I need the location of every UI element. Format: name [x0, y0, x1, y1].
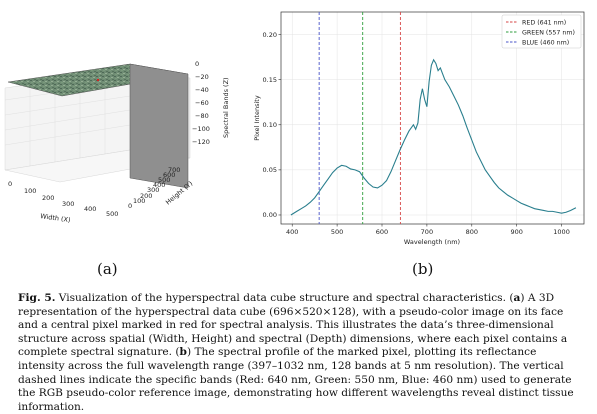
- y-tick-label: 0.20: [263, 31, 277, 39]
- caption-text: ) A 3D representation of the hyperspectr…: [18, 292, 568, 359]
- chart-ticks: 400 500 600 700 800 900 1000 0.00 0.05 0.10 0.15 0.…: [263, 31, 570, 236]
- x-axis-label: Wavelength (nm): [404, 238, 460, 246]
- legend-box: [501, 14, 582, 49]
- spectral-line: [290, 58, 577, 216]
- x-tick: 200: [42, 194, 54, 202]
- x-tick: 400: [84, 205, 96, 213]
- x-axis-label: Width (X): [40, 212, 71, 224]
- caption-ref-a: a: [513, 292, 521, 304]
- cube-front-face: [129, 63, 189, 189]
- y-tick-label: 0.00: [263, 211, 277, 219]
- y-tick-label: 0.15: [263, 76, 277, 84]
- marked-pixel: [96, 78, 100, 82]
- z-tick: −60: [195, 99, 209, 107]
- x-tick-label: 600: [376, 228, 388, 236]
- figure-b-spectral-chart: 400 500 600 700 800 900 1000 0.00 0.05 0.10 0.15 0.…: [253, 11, 585, 246]
- y-tick: 300: [147, 186, 159, 194]
- y-tick: 700: [168, 166, 180, 174]
- x-tick-label: 900: [510, 228, 522, 236]
- legend: RED (641 nm) GREEN (557 nm) BLUE (460 nm…: [501, 14, 582, 49]
- legend-label-green: GREEN (557 nm): [522, 30, 575, 37]
- figure-a-3d-cube: 0 −20 −40 −60 −80 −100 −120 Spectral Ban…: [4, 60, 230, 224]
- y-tick: 100: [133, 197, 145, 205]
- subfigure-label-a: (a): [97, 260, 118, 278]
- x-tick-label: 700: [421, 228, 433, 236]
- z-tick: −120: [192, 138, 210, 146]
- y-axis-label: Pixel Intensity: [253, 95, 261, 141]
- z-tick: −40: [195, 86, 209, 94]
- y-tick: 400: [153, 181, 165, 189]
- y-tick: 600: [163, 171, 175, 179]
- z-tick: −100: [192, 125, 210, 133]
- legend-label-red: RED (641 nm): [522, 20, 566, 27]
- x-tick-label: 400: [286, 228, 298, 236]
- reference-lines: [318, 12, 401, 224]
- x-tick: 500: [106, 210, 118, 218]
- caption-ref-b: b: [179, 346, 187, 359]
- y-tick-label: 0.05: [263, 166, 277, 174]
- figure-caption: Fig. 5. Visualization of the hyperspectr…: [18, 292, 586, 414]
- y-tick: 0: [128, 202, 132, 210]
- x-tick: 0: [8, 180, 12, 188]
- y-tick: 500: [158, 176, 170, 184]
- legend-label-blue: BLUE (460 nm): [522, 40, 569, 47]
- caption-text: ) The spectral profile of the marked pix…: [18, 346, 574, 413]
- y-tick-label: 0.10: [263, 121, 277, 129]
- x-tick: 300: [62, 200, 74, 208]
- caption-text: Visualization of the hyperspectral data …: [55, 292, 514, 304]
- x-tick-label: 1000: [553, 228, 570, 236]
- z-axis-label: Spectral Bands (Z): [222, 77, 230, 138]
- z-tick: −20: [195, 73, 209, 81]
- z-tick: 0: [195, 60, 199, 68]
- x-tick: 100: [24, 187, 36, 195]
- z-tick: −80: [195, 112, 209, 120]
- z-axis: 0 −20 −40 −60 −80 −100 −120 Spectral Ban…: [192, 60, 230, 146]
- subfigure-label-b: (b): [412, 260, 434, 278]
- y-tick: 200: [140, 192, 152, 200]
- caption-fig-label: Fig. 5.: [18, 292, 56, 304]
- x-tick-label: 500: [331, 228, 343, 236]
- plot-frame: [280, 11, 585, 225]
- x-tick-label: 800: [466, 228, 478, 236]
